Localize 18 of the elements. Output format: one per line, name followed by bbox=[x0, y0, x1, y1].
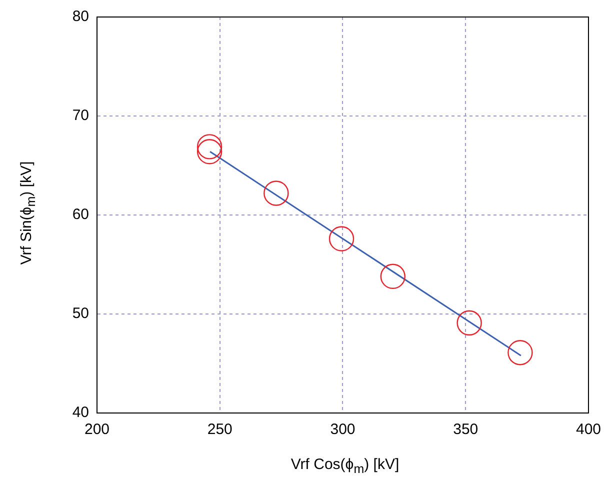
x-tick-label: 200 bbox=[84, 421, 110, 438]
x-tick-label: 400 bbox=[576, 421, 601, 438]
point bbox=[328, 226, 354, 252]
y-tick-label: 50 bbox=[72, 305, 89, 322]
y-tick-label: 40 bbox=[72, 404, 89, 422]
y-tick-label: 70 bbox=[72, 107, 89, 124]
point bbox=[264, 180, 289, 206]
x-tick-label: 250 bbox=[207, 421, 232, 438]
y-tick-label: 60 bbox=[72, 206, 89, 224]
x-tick-label: 300 bbox=[330, 421, 356, 438]
x-tick-label: 350 bbox=[453, 421, 478, 438]
point bbox=[508, 340, 533, 366]
x-axis-title: Vrf Cos(ϕ$_{m}$) [kV] bbox=[290, 456, 400, 476]
point bbox=[196, 134, 222, 160]
point bbox=[196, 139, 222, 164]
y-tick-label: 80 bbox=[72, 8, 89, 26]
point bbox=[456, 310, 482, 336]
point bbox=[380, 264, 406, 289]
